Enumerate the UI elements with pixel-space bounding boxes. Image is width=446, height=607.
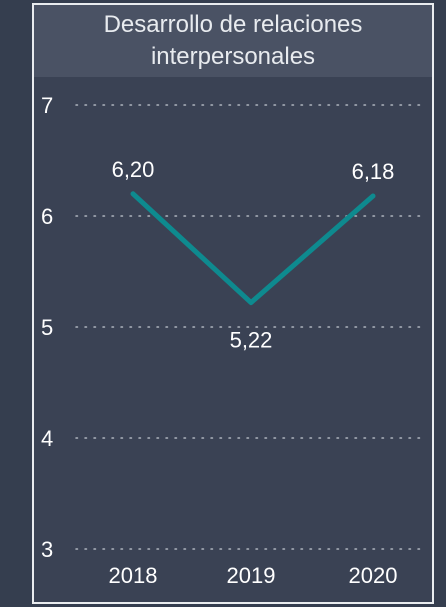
y-tick-label: 5 — [41, 315, 53, 340]
y-tick-label: 4 — [41, 426, 53, 451]
y-tick-label: 6 — [41, 204, 53, 229]
chart-title-bar: Desarrollo de relaciones interpersonales — [34, 5, 432, 77]
series-line — [130, 191, 376, 306]
data-label: 6,20 — [112, 157, 155, 182]
chart-card: Desarrollo de relaciones interpersonales — [32, 3, 434, 604]
data-label: 6,18 — [352, 159, 395, 184]
data-label: 5,22 — [230, 328, 273, 353]
x-tick-label: 2020 — [349, 563, 398, 588]
y-tick-label: 3 — [41, 537, 53, 562]
x-tick-label: 2019 — [227, 563, 276, 588]
x-tick-label: 2018 — [109, 563, 158, 588]
y-tick-label: 7 — [41, 93, 53, 118]
chart-title-line-1: Desarrollo de relaciones — [103, 11, 363, 38]
chart-title-line-2: interpersonales — [150, 43, 316, 70]
